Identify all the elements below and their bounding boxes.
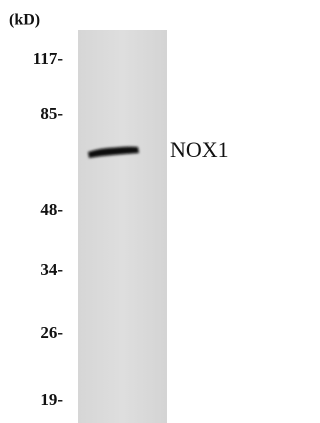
- page: (kD) 117- 85- 48- 34- 26- 19- NOX1 (() =…: [0, 0, 259, 423]
- marker-label: 26-: [40, 323, 63, 342]
- unit-label: (kD): [9, 12, 40, 29]
- marker-label: 48-: [40, 200, 63, 219]
- blot-figure: (kD) 117- 85- 48- 34- 26- 19- NOX1: [0, 0, 259, 423]
- blot-lane: [78, 30, 167, 423]
- marker-label: 85-: [40, 104, 63, 123]
- marker-label: 34-: [40, 260, 63, 279]
- marker-label: 117-: [33, 49, 64, 68]
- marker-label: 19-: [40, 390, 63, 409]
- band-label: NOX1: [170, 137, 229, 162]
